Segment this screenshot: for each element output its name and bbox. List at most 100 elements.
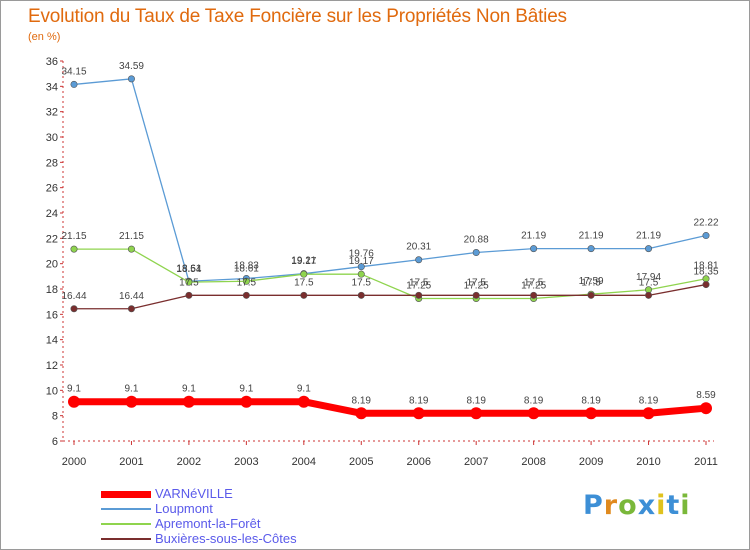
line-chart: 6 8 10 12 14 16 18 20 22 24 26 28 30 32 34 36 2000 2001 20… xyxy=(46,56,719,468)
data-label-loupmont: 18.61 xyxy=(176,263,201,274)
data-point-buxieres-sous-les-cotes xyxy=(185,291,193,299)
data-label-buxieres-sous-les-cotes: 16.44 xyxy=(119,291,144,302)
data-label-buxieres-sous-les-cotes: 17.5 xyxy=(179,277,199,288)
data-label-buxieres-sous-les-cotes: 17.5 xyxy=(466,277,486,288)
data-point-loupmont xyxy=(472,249,480,257)
unit-label: (en %) xyxy=(28,31,61,43)
x-tick-label: 2000 xyxy=(62,456,86,468)
y-tick-label: 34 xyxy=(46,81,58,93)
series-line-varneville xyxy=(70,398,710,417)
legend-label: Buxières-sous-les-Côtes xyxy=(155,531,297,546)
legend-swatch xyxy=(101,490,151,498)
legend-item: Apremont-la-Forêt xyxy=(101,516,361,531)
data-label-varneville: 9.1 xyxy=(67,384,81,395)
y-tick-label: 36 xyxy=(46,56,58,68)
data-point-apremont-la-foret xyxy=(242,277,250,285)
data-label-buxieres-sous-les-cotes: 18.35 xyxy=(693,267,718,278)
legend-item: Buxières-sous-les-Côtes xyxy=(101,531,361,546)
data-label-apremont-la-foret: 17.59 xyxy=(579,276,604,287)
data-point-buxieres-sous-les-cotes xyxy=(70,305,78,313)
data-label-loupmont: 20.88 xyxy=(464,235,489,246)
data-point-varneville xyxy=(700,402,712,415)
logo-letter: o xyxy=(618,490,638,521)
data-point-apremont-la-foret xyxy=(300,270,308,278)
data-label-loupmont: 20.31 xyxy=(406,242,431,253)
data-label-varneville: 9.1 xyxy=(297,384,311,395)
x-tick-label: 2009 xyxy=(579,456,603,468)
legend-label: VARNéVILLE xyxy=(155,486,233,501)
data-point-loupmont xyxy=(587,245,595,253)
legend-item: Loupmont xyxy=(101,501,361,516)
data-label-loupmont: 19.76 xyxy=(349,249,374,260)
logo-letter: P xyxy=(583,490,604,521)
logo-letter: x xyxy=(637,490,657,521)
y-tick-label: 10 xyxy=(46,385,58,397)
logo-letter: r xyxy=(603,490,619,521)
x-tick-label: 2006 xyxy=(406,456,430,468)
legend: VARNéVILLE Loupmont Apremont-la-Forêt Buxiè… xyxy=(101,486,361,546)
legend-swatch xyxy=(101,538,151,540)
data-point-varneville xyxy=(642,407,655,420)
data-label-apremont-la-foret: 21.15 xyxy=(119,231,144,242)
data-point-loupmont xyxy=(702,232,710,240)
x-tick-label: 2004 xyxy=(292,456,316,468)
data-label-loupmont: 22.22 xyxy=(693,218,718,229)
logo-letter: i xyxy=(680,490,691,521)
x-tick-label: 2001 xyxy=(119,456,143,468)
data-label-loupmont: 18.83 xyxy=(234,260,259,271)
y-tick-label: 14 xyxy=(46,335,58,347)
x-tick-label: 2007 xyxy=(464,456,488,468)
y-tick-label: 12 xyxy=(46,360,58,372)
data-label-apremont-la-foret: 18.54 xyxy=(176,264,201,275)
data-label-buxieres-sous-les-cotes: 17.5 xyxy=(581,277,601,288)
y-tick-label: 24 xyxy=(46,208,58,220)
data-label-apremont-la-foret: 19.17 xyxy=(349,256,374,267)
y-tick-label: 6 xyxy=(52,436,58,448)
series-line-loupmont xyxy=(73,78,707,282)
y-tick-label: 16 xyxy=(46,309,58,321)
data-label-varneville: 8.19 xyxy=(639,395,659,406)
data-point-loupmont xyxy=(357,263,365,271)
data-label-buxieres-sous-les-cotes: 17.5 xyxy=(352,277,372,288)
data-point-varneville xyxy=(470,407,483,420)
y-tick-label: 26 xyxy=(46,183,58,195)
proxiti-logo: Proxiti xyxy=(583,490,691,521)
data-point-varneville xyxy=(412,407,425,420)
data-label-apremont-la-foret: 18.81 xyxy=(693,261,718,272)
y-tick-label: 18 xyxy=(46,284,58,296)
data-label-buxieres-sous-les-cotes: 16.44 xyxy=(61,291,86,302)
data-label-loupmont: 34.59 xyxy=(119,61,144,72)
data-point-buxieres-sous-les-cotes xyxy=(587,291,595,299)
data-label-buxieres-sous-les-cotes: 17.5 xyxy=(524,277,544,288)
data-label-varneville: 8.19 xyxy=(466,395,486,406)
data-point-buxieres-sous-les-cotes xyxy=(242,291,250,299)
data-label-loupmont: 21.19 xyxy=(636,231,661,242)
data-point-buxieres-sous-les-cotes xyxy=(530,291,538,299)
data-point-apremont-la-foret xyxy=(185,278,193,286)
data-label-apremont-la-foret: 17.25 xyxy=(521,281,546,292)
data-point-buxieres-sous-les-cotes xyxy=(357,291,365,299)
data-label-apremont-la-foret: 18.61 xyxy=(234,263,259,274)
legend-swatch xyxy=(101,508,151,510)
legend-label: Loupmont xyxy=(155,501,213,516)
data-label-varneville: 8.59 xyxy=(696,390,716,401)
data-point-buxieres-sous-les-cotes xyxy=(415,291,423,299)
logo-letter: t xyxy=(666,490,681,521)
x-tick-label: 2008 xyxy=(521,456,545,468)
data-label-apremont-la-foret: 19.17 xyxy=(291,256,316,267)
data-label-apremont-la-foret: 17.94 xyxy=(636,272,661,283)
data-label-varneville: 8.19 xyxy=(409,395,429,406)
data-label-varneville: 8.19 xyxy=(352,395,372,406)
x-tick-label: 2003 xyxy=(234,456,258,468)
data-label-buxieres-sous-les-cotes: 17.5 xyxy=(294,277,314,288)
data-label-varneville: 9.1 xyxy=(125,384,139,395)
legend-swatch xyxy=(101,523,151,525)
x-tick-label: 2010 xyxy=(636,456,660,468)
logo-letter: i xyxy=(656,490,667,521)
legend-label: Apremont-la-Forêt xyxy=(155,516,261,531)
data-label-apremont-la-foret: 17.25 xyxy=(406,281,431,292)
chart-title: Evolution du Taux de Taxe Foncière sur l… xyxy=(28,6,567,27)
x-tick-label: 2005 xyxy=(349,456,373,468)
data-point-buxieres-sous-les-cotes xyxy=(472,291,480,299)
data-label-apremont-la-foret: 21.15 xyxy=(61,231,86,242)
